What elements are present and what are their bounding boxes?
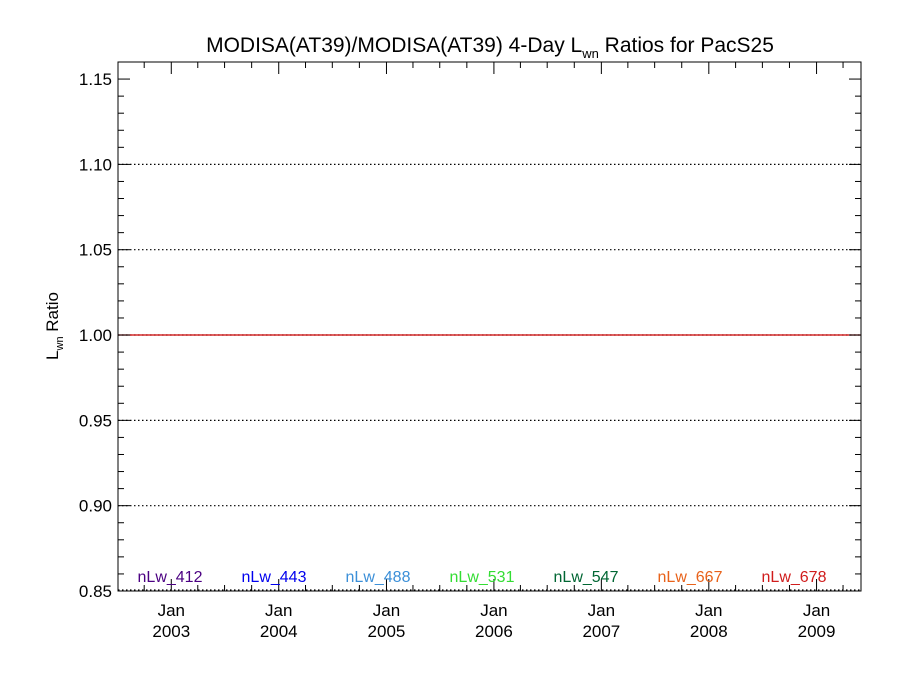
- legend-entry: nLw_443: [242, 569, 307, 586]
- x-tick-label-month: Jan: [265, 601, 292, 620]
- y-tick-label: 1.05: [79, 241, 112, 260]
- legend-entry: nLw_412: [138, 569, 203, 586]
- chart-title-rest: Ratios for PacS25: [599, 34, 774, 57]
- plot-frame: [117, 61, 862, 592]
- x-tick-label-year: 2007: [582, 622, 620, 641]
- y-tick-label: 0.85: [79, 582, 112, 601]
- legend-entry: nLw_488: [346, 569, 411, 586]
- chart-title: MODISA(AT39)/MODISA(AT39) 4-Day Lwn Rati…: [206, 34, 774, 61]
- y-axis-label-rest: Ratio: [43, 292, 62, 336]
- y-axis-label: Lwn Ratio: [43, 292, 66, 360]
- y-axis: 0.85 0.90 0.95 1.00 1.05 1.10 1.15: [79, 61, 861, 601]
- legend-entry: nLw_547: [554, 569, 619, 586]
- legend-entry: nLw_531: [450, 569, 515, 586]
- y-tick-label: 1.10: [79, 155, 112, 174]
- legend: nLw_412 nLw_443 nLw_488 nLw_531 nLw_547 nLw_6…: [138, 569, 827, 586]
- y-tick-label: 1.00: [79, 326, 112, 345]
- x-tick-label-year: 2008: [690, 622, 728, 641]
- x-tick-label-month: Jan: [480, 601, 507, 620]
- y-axis-label-main: L: [43, 351, 62, 360]
- y-tick-label: 0.90: [79, 497, 112, 516]
- gridlines: [118, 163, 861, 591]
- y-axis-label-subscript: wn: [54, 336, 66, 351]
- x-tick-label-month: Jan: [158, 601, 185, 620]
- chart-title-main: MODISA(AT39)/MODISA(AT39) 4-Day L: [206, 34, 582, 57]
- legend-entry: nLw_678: [762, 569, 827, 586]
- y-tick-label: 0.95: [79, 411, 112, 430]
- chart-title-subscript: wn: [581, 46, 599, 61]
- x-tick-label-month: Jan: [373, 601, 400, 620]
- legend-entry: nLw_667: [658, 569, 723, 586]
- x-tick-label-month: Jan: [588, 601, 615, 620]
- x-tick-label-year: 2004: [260, 622, 298, 641]
- x-tick-label-year: 2006: [475, 622, 513, 641]
- x-tick-label-month: Jan: [695, 601, 722, 620]
- x-tick-label-year: 2009: [798, 622, 836, 641]
- x-tick-label-month: Jan: [803, 601, 830, 620]
- x-axis: Jan 2003 Jan 2004 Jan 2005 Jan 2006 Jan 2007 Jan 20…: [143, 62, 844, 641]
- y-tick-label: 1.15: [79, 70, 112, 89]
- x-tick-label-year: 2005: [368, 622, 406, 641]
- x-tick-label-year: 2003: [152, 622, 190, 641]
